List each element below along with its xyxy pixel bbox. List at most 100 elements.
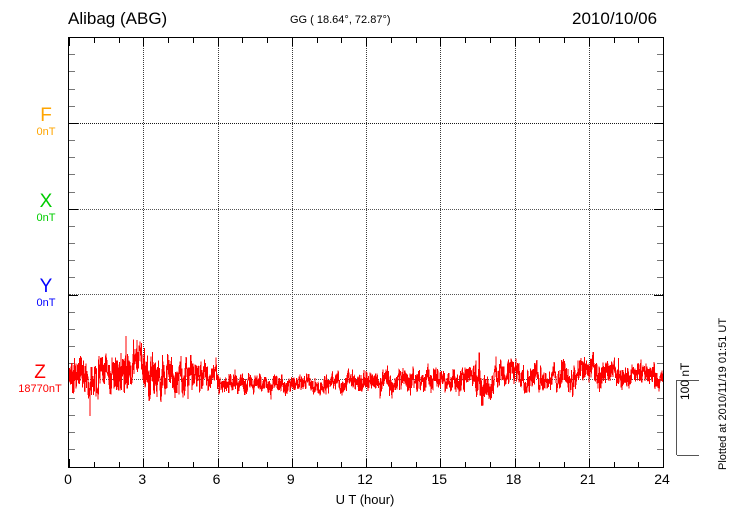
x-tick-bottom [118,462,120,467]
x-tick-top [341,38,343,43]
x-tick-label: 18 [505,471,522,487]
vertical-gridline [217,38,219,467]
x-tick-bottom [316,462,318,467]
y-tick-right [657,312,663,313]
component-value-y: 0nT [36,297,56,309]
x-tick-top [93,38,95,43]
y-tick-left [69,346,75,347]
y-tick-right [657,277,663,278]
component-label-x: X 0nT [37,192,56,225]
x-tick-top [143,38,145,46]
vertical-gridline [291,38,293,467]
x-tick-bottom [267,462,268,467]
observation-date: 2010/10/06 [572,9,658,28]
y-tick-right [657,432,663,433]
plot-area [69,38,663,467]
y-tick-right [657,71,663,72]
x-tick-bottom [341,462,343,467]
vertical-gridline [366,38,367,467]
x-tick-bottom [638,462,640,467]
x-tick-label: 6 [212,471,221,487]
vertical-gridline [143,38,145,467]
y-tick-left [69,209,78,210]
y-tick-right [657,174,663,175]
x-tick-bottom [390,462,392,467]
component-value-x: 0nT [36,212,56,224]
component-label-f: F 0nT [37,106,56,139]
x-tick-label: 3 [138,471,147,487]
y-tick-right [654,123,663,124]
y-tick-left [69,140,75,141]
x-tick-top [316,38,318,43]
y-tick-right-z [654,379,663,380]
y-tick-right [657,449,663,450]
x-tick-top [613,38,615,43]
x-tick-bottom [291,459,293,467]
scale-bar-bottom-cap [677,455,699,456]
scale-bar [676,380,699,456]
y-tick-right [657,260,663,261]
x-tick-bottom [242,462,244,467]
x-tick-bottom [93,462,95,467]
x-tick-label: 12 [357,471,373,487]
baseline-gridline-f [69,123,663,124]
x-tick-label: 0 [64,471,72,487]
y-tick-right [657,157,663,158]
scale-bar-label: 100 nT [678,362,692,400]
y-tick-left [69,277,75,278]
x-tick-top [514,38,516,46]
geographic-coordinates: GG ( 18.64°, 72.87°) [290,14,391,26]
y-tick-left [69,226,75,227]
y-tick-left [69,54,75,55]
x-tick-top [217,38,219,46]
x-tick-bottom [514,459,516,467]
y-tick-right [657,329,663,330]
y-tick-right [657,398,663,399]
x-tick-label: 9 [286,471,295,487]
y-tick-right [654,209,663,210]
x-tick-top [588,38,590,46]
y-tick-right [654,295,663,296]
y-tick-left [69,157,75,158]
x-tick-bottom [217,459,219,467]
trace-z [69,335,663,417]
x-tick-top [242,38,244,43]
x-tick-top [440,38,442,46]
x-tick-label: 21 [579,471,596,487]
x-tick-bottom [539,462,541,467]
x-tick-top [267,38,268,43]
component-label-z: Z 18770nT [18,363,61,396]
component-letter-z: Z [34,362,46,383]
y-tick-left [69,106,75,107]
y-tick-right [657,54,663,55]
scale-bar-top-cap [677,380,699,381]
y-tick-right [657,226,663,227]
y-tick-left-z [69,379,78,380]
x-tick-top [415,38,417,43]
baseline-gridline-x [69,209,663,210]
component-letter-f: F [40,105,52,126]
x-tick-top [564,38,565,43]
component-label-y: Y 0nT [37,277,56,310]
x-tick-top [366,38,367,46]
x-tick-top [168,38,169,43]
baseline-gridline-y [69,294,663,295]
vertical-gridline [514,38,516,467]
y-tick-left [69,71,75,72]
x-tick-top [489,38,491,43]
component-letter-x: X [39,191,53,212]
x-tick-bottom [415,462,417,467]
x-tick-label: 15 [431,471,448,487]
y-tick-left [69,295,78,296]
y-tick-right [657,140,663,141]
x-tick-bottom [143,459,145,467]
plotted-at-timestamp: Plotted at 2010/11/19 01:51 UT [717,317,729,470]
x-tick-bottom [613,462,615,467]
x-tick-bottom [69,459,70,467]
x-tick-bottom [168,462,169,467]
y-tick-right [657,89,663,90]
y-tick-right [657,346,663,347]
x-tick-top [465,38,466,43]
x-axis-title: U T (hour) [335,492,395,507]
y-tick-right [657,243,663,244]
